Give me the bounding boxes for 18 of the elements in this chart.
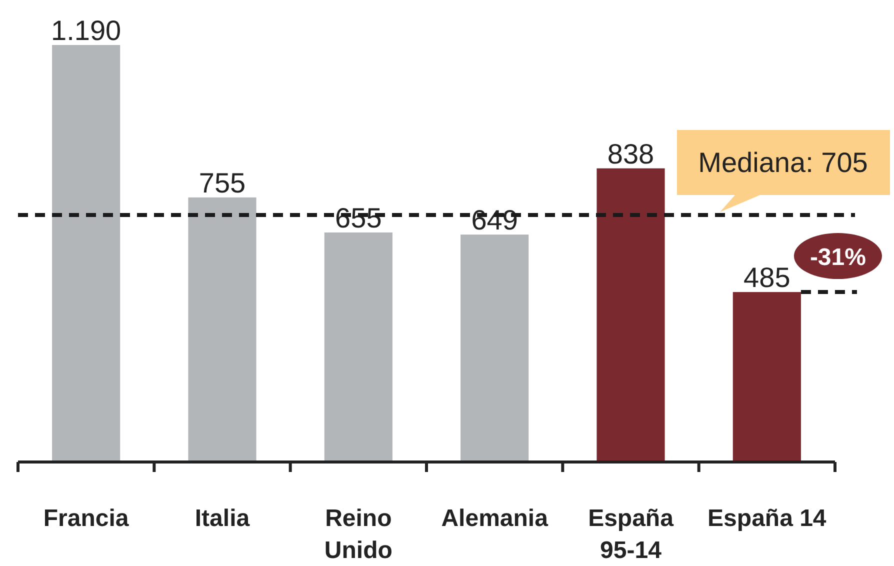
bar [188,197,256,462]
annotation: -31% [810,244,866,272]
data-label: 755 [198,167,246,198]
ref-line-label: Mediana: 705 [698,147,868,178]
bar [596,168,665,462]
data-label: 838 [607,138,654,170]
x-tick-label: España 95-14 [588,505,674,564]
data-label: 485 [744,262,790,294]
data-label: 1.190 [51,15,122,46]
x-tick-label: Francia [43,505,130,532]
x-tick-label: Italia [194,505,250,532]
bar [52,45,120,462]
bar [732,292,801,462]
x-tick-label: Alemania [441,505,549,532]
x-tick-label: España 14 [708,505,827,532]
bar [324,232,392,462]
bar [460,234,529,462]
x-tick-label: Reino Unido [324,505,392,564]
